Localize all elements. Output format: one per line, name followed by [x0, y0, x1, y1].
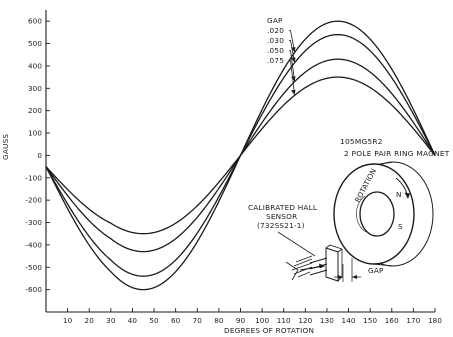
- legend: GAP .020.030.050.075: [267, 16, 296, 95]
- series-layer: [45, 20, 436, 291]
- sensor-pointer: [277, 231, 316, 257]
- rotation-arrowhead: [404, 192, 410, 199]
- hall-sensor-illustration: [277, 231, 343, 282]
- y-tick-label: 100: [28, 129, 42, 138]
- sensor-hatch: [291, 255, 313, 278]
- legend-leader-line: [289, 50, 295, 81]
- y-tick-label: -500: [25, 263, 42, 272]
- x-tick-label: 40: [128, 316, 138, 325]
- axes-layer: 600 500 400 300 200 100 0 -100 -200 -300 -400 -500 -…: [25, 10, 442, 325]
- y-tick-label: 500: [28, 39, 42, 48]
- series-line-4: [45, 76, 436, 235]
- x-axis-label: DEGREES OF ROTATION: [224, 326, 314, 335]
- legend-leader-line: [289, 40, 295, 62]
- legend-entries: .020.030.050.075: [267, 26, 296, 95]
- gap-dimension: GAP: [334, 258, 384, 282]
- legend-entry-label: .050: [267, 46, 284, 55]
- legend-leader-arrowhead: [291, 57, 296, 63]
- y-tick-label: -300: [25, 218, 42, 227]
- x-tick-label: 70: [193, 316, 203, 325]
- legend-entry-label: .020: [267, 26, 284, 35]
- legend-entry-label: .030: [267, 36, 284, 45]
- x-tick-label: 90: [236, 316, 246, 325]
- y-tick-label: 200: [28, 106, 42, 115]
- x-tick-label: 80: [214, 316, 224, 325]
- pole-mark-n: N: [396, 190, 401, 199]
- y-tick-label: -600: [25, 285, 42, 294]
- x-tick-label: 10: [63, 316, 73, 325]
- y-tick-label: 0: [37, 151, 42, 160]
- x-tick-label: 180: [428, 316, 442, 325]
- x-tick-label: 100: [255, 316, 269, 325]
- x-tick-label: 20: [85, 316, 95, 325]
- sensor-package: [325, 247, 339, 282]
- gap-label: GAP: [368, 266, 384, 275]
- x-tick-label: 170: [406, 316, 420, 325]
- x-tick-label: 50: [149, 316, 159, 325]
- x-tick-label: 30: [106, 316, 116, 325]
- y-tick-label: 400: [28, 61, 42, 70]
- magnet-model-label: 105MG5R2: [340, 137, 383, 146]
- y-axis-label: GAUSS: [1, 134, 10, 160]
- ring-magnet-illustration: ROTATION N S: [333, 161, 434, 267]
- x-tick-label: 120: [298, 316, 312, 325]
- sensor-label-line2: SENSOR: [266, 212, 297, 221]
- x-tick-label: 160: [385, 316, 399, 325]
- y-tick-label: 300: [28, 84, 42, 93]
- y-tick-label: -100: [25, 173, 42, 182]
- legend-leader-line: [289, 60, 295, 95]
- x-tick-label: 130: [320, 316, 334, 325]
- sensor-label-line1: CALIBRATED HALL: [248, 203, 318, 212]
- pole-mark-s: S: [398, 222, 403, 231]
- x-tick-label: 140: [342, 316, 356, 325]
- x-tick-label: 150: [363, 316, 377, 325]
- x-tick-label: 60: [171, 316, 181, 325]
- legend-title: GAP: [267, 16, 283, 25]
- sensor-part-label: (732SS21-1): [257, 221, 305, 230]
- magnet-description-label: 2 POLE PAIR RING MAGNET: [344, 149, 450, 158]
- legend-leader-arrowhead: [291, 89, 296, 95]
- y-tick-label: -200: [25, 196, 42, 205]
- legend-entry-label: .075: [267, 56, 284, 65]
- y-tick-label: 600: [28, 17, 42, 26]
- magnet-bore: [359, 191, 395, 237]
- legend-leader-line: [289, 30, 295, 52]
- x-tick-label: 110: [277, 316, 291, 325]
- y-tick-label: -400: [25, 240, 42, 249]
